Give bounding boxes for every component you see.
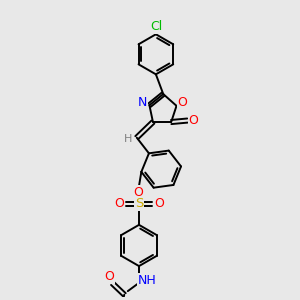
Text: O: O bbox=[154, 197, 164, 210]
Text: S: S bbox=[135, 197, 143, 210]
Text: N: N bbox=[138, 96, 148, 110]
Text: NH: NH bbox=[138, 274, 157, 287]
Text: O: O bbox=[104, 271, 114, 284]
Text: O: O bbox=[188, 114, 198, 127]
Text: H: H bbox=[124, 134, 133, 144]
Text: O: O bbox=[134, 186, 143, 199]
Text: O: O bbox=[114, 197, 124, 210]
Text: O: O bbox=[178, 96, 187, 110]
Text: Cl: Cl bbox=[150, 20, 162, 33]
